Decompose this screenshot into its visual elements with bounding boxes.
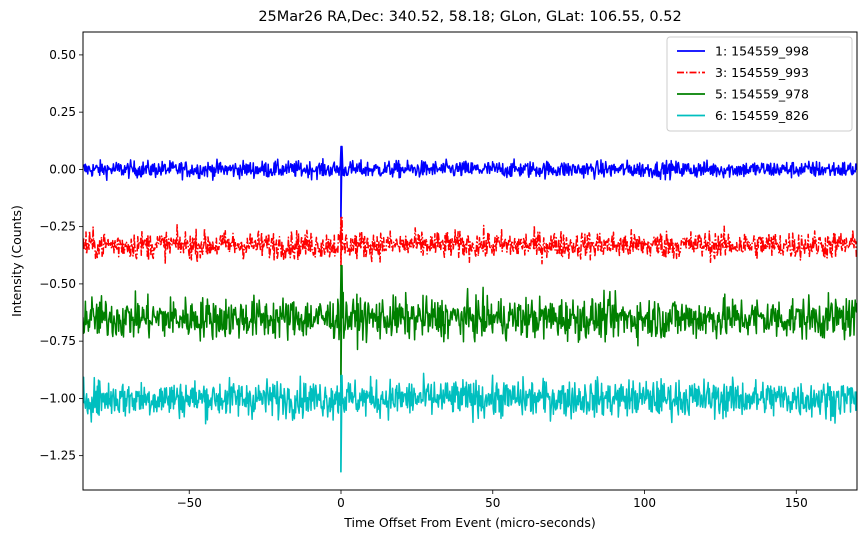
- y-tick-label: −0.50: [39, 277, 76, 291]
- x-tick-label: 0: [337, 496, 345, 510]
- y-tick-label: 0.25: [49, 105, 76, 119]
- y-tick-label: −0.25: [39, 220, 76, 234]
- legend-label-4: 6: 154559_826: [715, 108, 809, 123]
- x-axis-label: Time Offset From Event (micro-seconds): [343, 515, 595, 530]
- x-tick-label: 100: [633, 496, 656, 510]
- chart-title: 25Mar26 RA,Dec: 340.52, 58.18; GLon, GLa…: [258, 9, 681, 25]
- series-line-4: [83, 372, 857, 473]
- y-tick-label: −0.75: [39, 334, 76, 348]
- y-tick-label: 0.00: [49, 162, 76, 176]
- plot-area: [83, 145, 857, 473]
- x-tick-label: 150: [785, 496, 808, 510]
- legend-label-1: 1: 154559_998: [715, 44, 809, 59]
- y-axis: 0.50 0.25 0.00 −0.25 −0.50 −0.75 −1.00 −1.25: [39, 48, 83, 463]
- series-line-2: [83, 216, 857, 267]
- y-tick-label: 0.50: [49, 48, 76, 62]
- y-tick-label: −1.00: [39, 391, 76, 405]
- legend-box: [666, 36, 853, 132]
- legend: 1: 154559_998 3: 154559_993 5: 154559_978 6…: [666, 36, 853, 132]
- y-tick-label: −1.25: [39, 449, 76, 463]
- x-axis: −50 0 50 100 150: [177, 490, 808, 510]
- x-tick-label: −50: [177, 496, 202, 510]
- legend-label-3: 5: 154559_978: [715, 87, 809, 102]
- series-line-1: [83, 145, 857, 219]
- x-tick-label: 50: [485, 496, 500, 510]
- axes-frame: [82, 31, 858, 491]
- y-axis-label: Intensity (Counts): [9, 205, 24, 317]
- legend-label-2: 3: 154559_993: [715, 65, 809, 80]
- series-line-3: [83, 264, 857, 384]
